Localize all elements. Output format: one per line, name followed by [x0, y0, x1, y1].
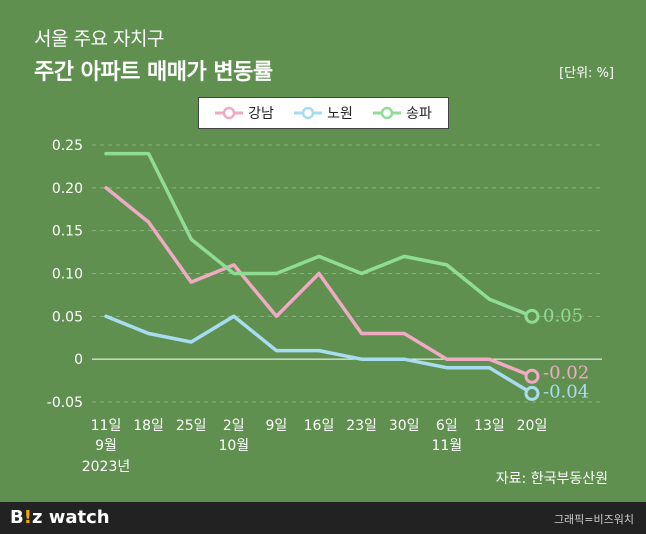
logo-b: B	[10, 507, 24, 528]
y-tick-label: 0.25	[52, 138, 83, 154]
series-line-송파	[106, 154, 532, 317]
x-tick-label: 13일	[474, 418, 505, 434]
logo-i: !	[24, 507, 32, 528]
footer-bar: B!z watch 그래픽=비즈워치	[0, 502, 646, 534]
x-tick-label: 9일	[266, 418, 288, 434]
y-tick-label: 0	[74, 352, 83, 368]
x-tick-label: 20일	[517, 418, 548, 434]
y-tick-label: 0.20	[52, 181, 83, 197]
series-line-노원	[106, 316, 532, 393]
graphic-credit: 그래픽=비즈워치	[554, 511, 634, 527]
month-label: 11월	[431, 438, 462, 454]
x-tick-label: 23일	[346, 418, 377, 434]
end-marker-노원	[526, 387, 538, 399]
year-label: 2023년	[82, 459, 131, 475]
month-label: 9월	[95, 438, 117, 454]
x-tick-label: 25일	[176, 418, 207, 434]
logo-z: z	[32, 507, 42, 528]
x-tick-label: 16일	[304, 418, 335, 434]
end-marker-강남	[526, 370, 538, 382]
x-tick-label: 2일	[223, 418, 245, 434]
y-tick-label: 0.10	[52, 267, 83, 283]
x-tick-label: 6일	[436, 418, 458, 434]
end-marker-송파	[526, 310, 538, 322]
line-chart: 0.25 0.20 0.15 0.10 0.05 0 -0.05 11일 18일 25일 2일 9일 1…	[0, 0, 646, 500]
x-tick-label: 18일	[133, 418, 164, 434]
end-label-노원: -0.04	[543, 381, 589, 402]
logo-watch: watch	[49, 507, 110, 528]
x-tick-label: 11일	[91, 418, 122, 434]
source-label: 자료: 한국부동산원	[496, 468, 608, 488]
x-tick-label: 30일	[389, 418, 420, 434]
y-tick-label: 0.05	[52, 309, 83, 325]
month-label: 10월	[218, 438, 249, 454]
y-tick-label: -0.05	[47, 395, 83, 411]
end-label-강남: -0.02	[543, 362, 589, 383]
y-tick-label: 0.15	[52, 224, 83, 240]
bizwatch-logo: B!z watch	[10, 507, 110, 528]
end-label-송파: 0.05	[543, 305, 583, 326]
